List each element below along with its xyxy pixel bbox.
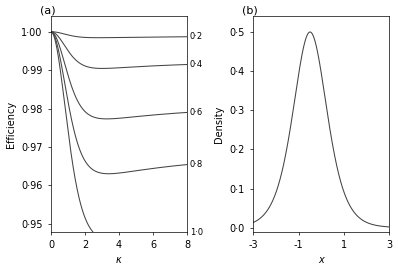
Y-axis label: Density: Density	[214, 105, 224, 143]
Text: 0·8: 0·8	[190, 160, 203, 169]
Text: (a): (a)	[40, 6, 56, 15]
Text: 0·4: 0·4	[190, 60, 203, 69]
Text: 0·6: 0·6	[190, 108, 203, 117]
Y-axis label: Efficiency: Efficiency	[6, 100, 16, 147]
X-axis label: κ: κ	[116, 256, 122, 265]
X-axis label: x: x	[318, 256, 324, 265]
Text: 0·2: 0·2	[190, 32, 203, 41]
Text: 1·0: 1·0	[190, 228, 203, 237]
Text: (b): (b)	[242, 6, 258, 15]
